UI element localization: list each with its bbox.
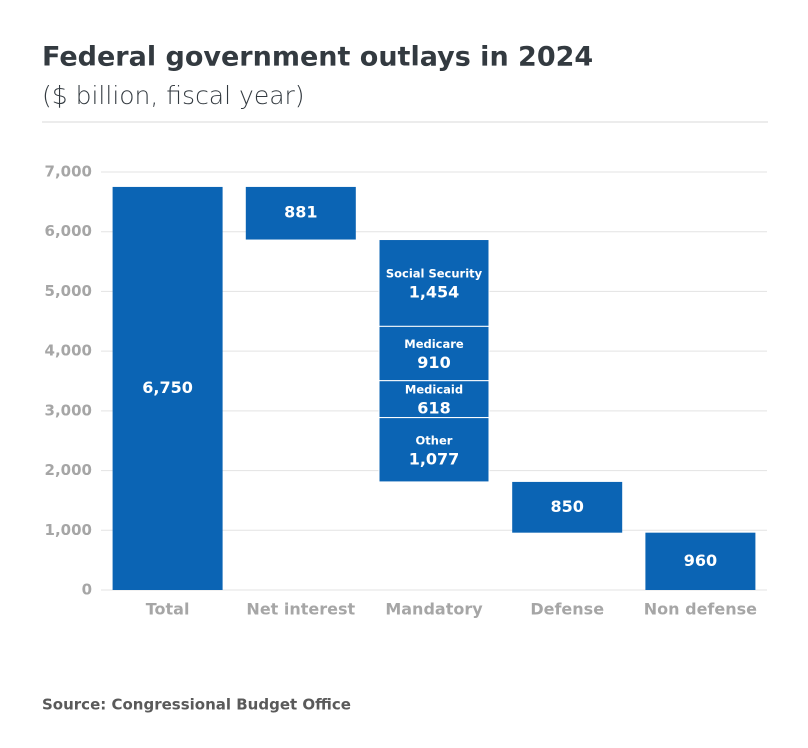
value-label: 1,454: [409, 282, 460, 301]
bar-segment: [378, 417, 490, 483]
y-tick-label: 3,000: [45, 401, 92, 419]
y-tick-label: 1,000: [45, 521, 92, 539]
value-label: 881: [284, 203, 317, 222]
segment-label: Social Security: [386, 266, 483, 280]
bar-segment: [378, 380, 490, 419]
bar-segment: [378, 325, 490, 382]
y-tick-label: 0: [82, 581, 92, 599]
x-tick-label: Total: [146, 600, 190, 619]
bar-segment: [512, 481, 623, 533]
chart-subtitle: ($ billion, fiscal year): [42, 81, 305, 110]
segment-label: Medicare: [404, 337, 464, 351]
segment-label: Medicaid: [405, 383, 463, 397]
y-tick-label: 5,000: [45, 282, 92, 300]
x-tick-label: Non defense: [644, 600, 757, 619]
bar-segment: [645, 532, 756, 590]
chart-title: Federal government outlays in 2024: [42, 42, 593, 73]
bar-segment: [245, 186, 356, 240]
y-tick-label: 4,000: [45, 342, 92, 360]
bar-segment: [112, 186, 223, 590]
value-label: 618: [417, 399, 450, 418]
x-tick-label: Mandatory: [385, 600, 483, 619]
x-tick-label: Net interest: [246, 600, 355, 619]
value-label: 910: [417, 353, 450, 372]
value-label: 6,750: [142, 378, 193, 397]
value-label: 960: [684, 551, 717, 570]
value-label: 850: [550, 497, 583, 516]
value-label: 1,077: [409, 449, 460, 468]
x-tick-label: Defense: [530, 600, 604, 619]
y-tick-label: 6,000: [45, 222, 92, 240]
y-tick-label: 7,000: [45, 163, 92, 181]
y-tick-label: 2,000: [45, 461, 92, 479]
segment-label: Other: [416, 433, 453, 447]
source-note: Source: Congressional Budget Office: [42, 696, 351, 714]
bar-segment: [378, 239, 490, 327]
